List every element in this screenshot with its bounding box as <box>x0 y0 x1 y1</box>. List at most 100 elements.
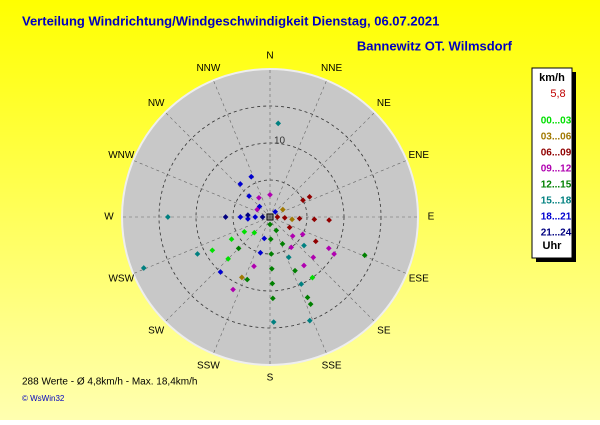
point <box>273 227 280 234</box>
direction-label: WSW <box>108 273 134 284</box>
point <box>325 245 332 252</box>
direction-label: WNW <box>108 150 135 161</box>
point <box>296 215 303 222</box>
point <box>331 251 337 257</box>
point <box>268 265 275 272</box>
point <box>311 216 318 223</box>
point <box>310 254 317 261</box>
point <box>279 206 286 213</box>
point <box>267 236 274 243</box>
spoke <box>269 80 327 218</box>
point <box>259 214 266 220</box>
legend-entry: 21...24 <box>541 228 572 239</box>
point <box>286 224 293 231</box>
point <box>326 217 332 223</box>
legend-entry: 09...12 <box>541 164 572 175</box>
point <box>228 236 235 243</box>
spoke <box>269 160 407 218</box>
point <box>300 197 306 204</box>
point <box>268 251 275 257</box>
spoke <box>213 216 271 354</box>
point <box>274 214 281 220</box>
point <box>140 265 147 271</box>
point <box>194 251 201 257</box>
chart-title: Verteilung Windrichtung/Windgeschwindigk… <box>22 13 439 28</box>
direction-label: NW <box>148 98 165 109</box>
point <box>312 238 319 245</box>
point <box>230 286 236 293</box>
footer: 288 Werte - Ø 4,8km/h - Max. 18,4km/h <box>22 377 197 388</box>
spoke <box>269 112 375 218</box>
point <box>306 194 313 200</box>
point <box>270 295 276 302</box>
point <box>275 120 282 127</box>
point <box>307 301 314 308</box>
point <box>270 319 277 325</box>
spoke <box>213 80 271 218</box>
direction-label: ESE <box>409 273 429 284</box>
point <box>237 214 244 220</box>
current-speed: 5,8 <box>550 88 565 100</box>
spoke <box>133 160 271 218</box>
legend-footer: Uhr <box>543 240 563 252</box>
legend-entry: 03...06 <box>541 132 572 143</box>
point <box>235 245 242 252</box>
spoke <box>269 216 375 322</box>
point <box>209 247 216 254</box>
direction-label: ENE <box>408 150 429 161</box>
point <box>222 214 229 220</box>
point <box>217 269 224 275</box>
direction-label: SW <box>148 325 165 336</box>
point <box>245 216 251 222</box>
point <box>269 280 276 287</box>
point <box>298 281 305 287</box>
point <box>272 208 279 215</box>
point <box>245 212 251 218</box>
spoke <box>165 216 271 322</box>
direction-label: SSE <box>322 360 342 371</box>
legend-entry: 18...21 <box>541 212 572 223</box>
point <box>267 221 273 228</box>
point <box>251 229 258 236</box>
point <box>241 228 248 235</box>
point <box>252 214 259 220</box>
point <box>239 274 245 281</box>
legend-entry: 06...09 <box>541 148 572 159</box>
point <box>292 267 298 274</box>
copyright: © WsWin32 <box>22 394 65 403</box>
point <box>289 233 296 239</box>
center <box>266 213 274 221</box>
point <box>279 240 286 247</box>
point <box>281 214 288 221</box>
point <box>361 252 368 259</box>
r-tick-label: 10 <box>274 136 286 147</box>
spoke <box>133 216 271 274</box>
legend-box <box>531 67 573 259</box>
direction-label: SSW <box>197 360 220 371</box>
direction-label: NNE <box>321 63 342 74</box>
direction-label: N <box>266 51 273 62</box>
point <box>301 242 307 249</box>
point <box>248 173 255 180</box>
legend-entry: 12...15 <box>541 180 572 191</box>
point <box>257 249 264 256</box>
chart-subtitle: Bannewitz OT. Wilmsdorf <box>357 38 513 53</box>
point <box>288 244 295 251</box>
point <box>225 256 231 262</box>
spoke <box>269 216 407 274</box>
point <box>256 194 262 201</box>
point <box>261 235 268 242</box>
spoke <box>165 112 271 218</box>
point <box>285 254 292 261</box>
legend-entry: 15...18 <box>541 196 572 207</box>
point <box>251 263 257 270</box>
point <box>254 206 261 213</box>
legend-entry: 00...03 <box>541 116 572 127</box>
point <box>304 294 311 301</box>
spoke <box>269 216 327 354</box>
point <box>306 317 313 324</box>
point <box>244 276 251 283</box>
point <box>299 231 306 238</box>
point <box>246 193 252 199</box>
